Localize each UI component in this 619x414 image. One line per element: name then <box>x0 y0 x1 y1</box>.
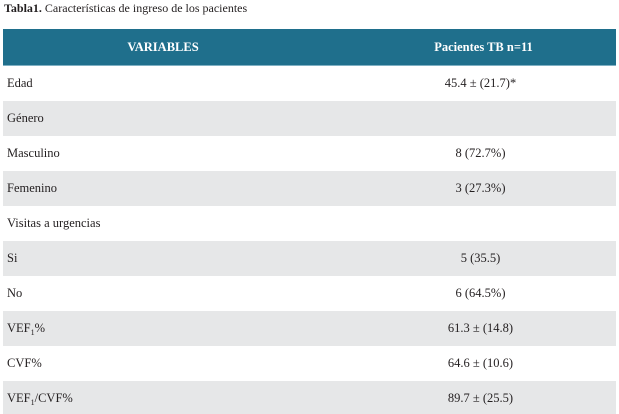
row-value: 61.3 ± (14.8) <box>447 321 514 335</box>
row-label: Masculino <box>7 146 60 160</box>
row-value: 64.6 ± (10.6) <box>447 356 514 370</box>
header-variables: VARIABLES <box>127 39 199 54</box>
table-row: No 6 (64.5%) <box>3 276 616 311</box>
table-row: Género <box>3 101 616 136</box>
row-label-main: VEF <box>7 321 31 335</box>
row-label: VEF1/CVF% <box>3 390 323 407</box>
row-label-subscript: 1 <box>30 328 35 337</box>
row-label-main: VEF <box>7 390 31 405</box>
row-value: 6 (64.5%) <box>455 286 506 300</box>
row-label: Género <box>7 111 44 125</box>
row-value: 45.4 ± (21.7)* <box>444 76 517 90</box>
table-caption-text: Características de ingreso de los pacien… <box>41 1 248 15</box>
table-header: VARIABLES Pacientes TB n=11 <box>3 29 616 66</box>
row-label: VEF1% <box>3 321 323 337</box>
row-label: Edad <box>7 76 33 90</box>
table-caption: Tabla1. Características de ingreso de lo… <box>4 1 247 15</box>
row-label: No <box>7 286 23 300</box>
row-label: Visitas a urgencias <box>7 216 101 230</box>
table-row: Femenino 3 (27.3%) <box>3 171 616 206</box>
table-row: VEF1/CVF% 89.7 ± (25.5) <box>3 381 616 414</box>
row-label: CVF% <box>7 356 42 370</box>
row-value: 8 (72.7%) <box>455 146 506 160</box>
row-label-suffix: /CVF% <box>34 390 73 405</box>
table-row: Edad 45.4 ± (21.7)* <box>3 66 616 101</box>
row-value: 3 (27.3%) <box>455 181 506 195</box>
table-caption-label: Tabla1. <box>4 1 42 15</box>
row-label: Si <box>7 251 18 265</box>
row-label-subscript: 1 <box>30 397 35 407</box>
table-row: Masculino 8 (72.7%) <box>3 136 616 171</box>
row-value: 5 (35.5) <box>460 251 501 265</box>
row-label-suffix: % <box>34 321 46 335</box>
table-row: VEF1% 61.3 ± (14.8) <box>3 311 616 346</box>
header-group: Pacientes TB n=11 <box>434 39 533 54</box>
table-row: CVF% 64.6 ± (10.6) <box>3 346 616 381</box>
table-row: Visitas a urgencias <box>3 206 616 241</box>
table-row: Si 5 (35.5) <box>3 241 616 276</box>
row-value: 89.7 ± (25.5) <box>447 390 514 405</box>
row-label: Femenino <box>7 181 57 195</box>
patient-characteristics-table: VARIABLES Pacientes TB n=11 Edad 45.4 ± … <box>3 29 616 414</box>
